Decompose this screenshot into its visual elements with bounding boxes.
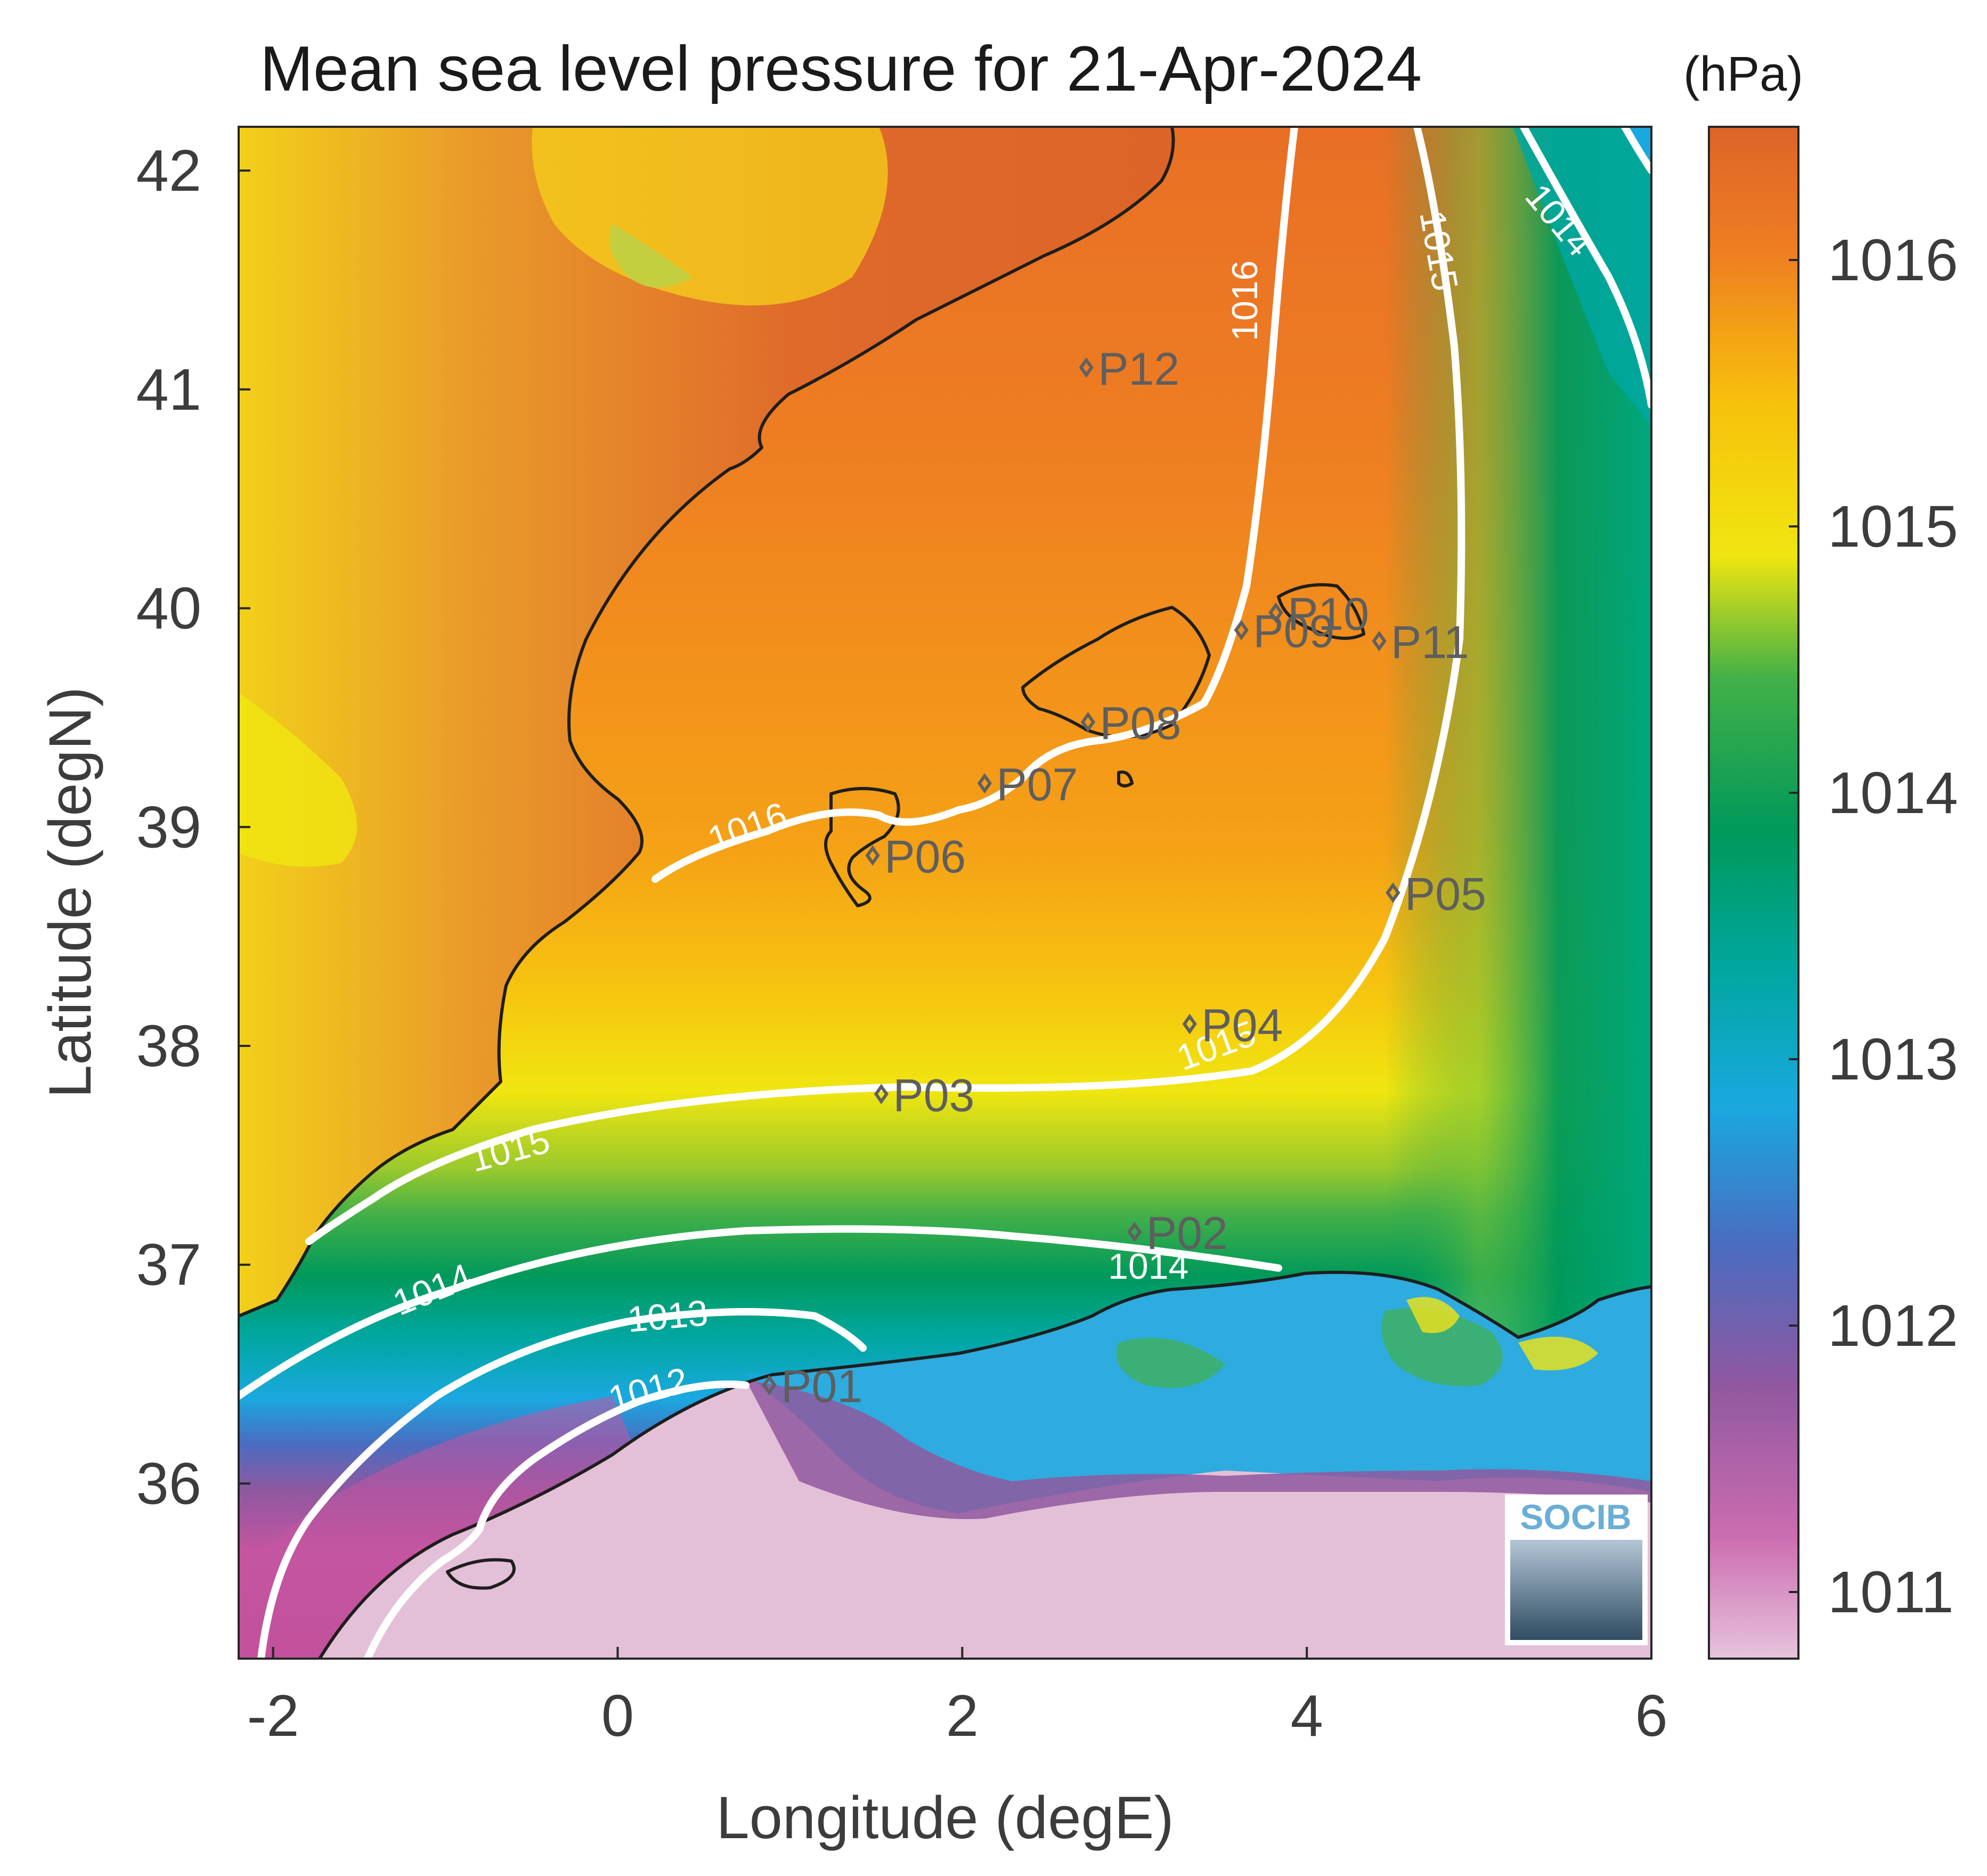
iberia-land — [239, 127, 1174, 1316]
contour-1014-south — [239, 1225, 1282, 1400]
africa-coastline — [318, 1271, 1651, 1659]
colorbar-tick-label: 1013 — [1828, 1027, 1958, 1092]
africa-green-patches — [1116, 1308, 1503, 1388]
mallorca-island — [1021, 606, 1211, 738]
x-tick-label: -2 — [247, 1683, 299, 1749]
socib-logo-gradient — [1510, 1540, 1642, 1640]
station-label: P12 — [1098, 344, 1179, 395]
colorbar-unit: (hPa) — [1683, 47, 1803, 101]
station-p02: P02 — [1127, 1208, 1228, 1259]
colorbar-tick-label: 1012 — [1828, 1293, 1958, 1359]
station-label: P04 — [1201, 1000, 1283, 1051]
socib-logo: SOCIB — [1505, 1495, 1648, 1645]
station-marker — [865, 845, 880, 866]
y-tick-label: 37 — [136, 1232, 201, 1298]
station-label: P10 — [1288, 589, 1369, 640]
station-p07: P07 — [977, 759, 1078, 810]
contour-label-1016-north: 1016 — [1225, 261, 1265, 341]
y-tick-label: 38 — [136, 1013, 201, 1079]
map-frame — [238, 126, 1652, 1660]
station-label: P01 — [781, 1361, 862, 1412]
colorbar-tick-label: 1011 — [1828, 1560, 1954, 1625]
y-tick-label: 40 — [136, 576, 201, 641]
station-marker — [762, 1375, 777, 1395]
station-marker — [874, 1084, 889, 1105]
contour-1012 — [364, 1380, 750, 1659]
iberia-coastline — [239, 127, 1175, 1318]
station-marker — [1234, 620, 1249, 640]
station-label: P11 — [1391, 617, 1469, 668]
station-marker — [1182, 1013, 1197, 1035]
station-p11: P11 — [1372, 617, 1469, 668]
southwest-pink-low — [239, 1396, 666, 1659]
station-marker — [1079, 357, 1094, 378]
menorca-island — [1277, 583, 1365, 640]
station-p01: P01 — [762, 1361, 862, 1412]
station-p04: P04 — [1182, 1000, 1283, 1051]
contour-1013 — [257, 1308, 867, 1659]
station-label: P09 — [1253, 606, 1334, 657]
socib-logo-text: SOCIB — [1520, 1497, 1631, 1537]
station-marker — [1127, 1221, 1142, 1242]
y-axis: 36 37 38 39 40 41 42 — [136, 138, 250, 1516]
x-axis-label: Longitude (degE) — [716, 1784, 1174, 1851]
station-p08: P08 — [1080, 698, 1181, 749]
x-tick-label: 4 — [1291, 1683, 1323, 1749]
contour-1016 — [652, 127, 1298, 883]
station-label: P03 — [893, 1070, 974, 1121]
station-p05: P05 — [1386, 869, 1486, 920]
station-label: P06 — [884, 832, 966, 883]
contour-label-1013: 1013 — [626, 1293, 710, 1340]
contour-1015 — [305, 127, 1465, 1245]
contour-1014-northeast-tip — [1621, 127, 1651, 174]
contour-label-1014-south: 1014 — [1108, 1246, 1188, 1287]
map-panel: 1016 1016 1015 1015 1015 1014 1014 1014 … — [239, 127, 1651, 1659]
station-marker — [1080, 711, 1096, 733]
station-label: P08 — [1100, 698, 1181, 749]
x-tick-label: 6 — [1635, 1683, 1667, 1749]
northeast-teal-corner — [1513, 127, 1651, 426]
x-axis: -2 0 2 4 6 — [247, 1647, 1668, 1749]
map-title: Mean sea level pressure for 21-Apr-2024 — [260, 33, 1422, 104]
alboran-island-outline — [446, 1558, 516, 1590]
ibiza-island — [824, 787, 900, 907]
africa-yellow-highlands — [1406, 1297, 1598, 1370]
y-tick-label: 39 — [136, 794, 201, 860]
station-p09: P09 — [1234, 606, 1334, 657]
y-axis-label: Latitude (degN) — [37, 687, 103, 1098]
station-label: P02 — [1146, 1208, 1228, 1259]
station-marker — [1268, 602, 1283, 623]
colorbar-ticks: 1011 1012 1013 1014 1015 1016 — [1789, 228, 1958, 1625]
station-p12: P12 — [1079, 344, 1179, 395]
station-label: P05 — [1405, 869, 1486, 920]
station-marker — [1372, 631, 1387, 652]
station-p10: P10 — [1268, 589, 1369, 640]
station-marker — [977, 773, 992, 794]
y-tick-label: 41 — [136, 357, 201, 423]
contour-1014-northeast — [1520, 127, 1651, 409]
y-tick-label: 42 — [136, 138, 201, 204]
iberia-west-yellow — [239, 693, 357, 867]
y-tick-label: 36 — [136, 1451, 201, 1516]
station-marker — [1386, 882, 1400, 903]
africa-coastal-purple-band — [746, 1380, 1651, 1520]
colorbar-tick-label: 1016 — [1828, 228, 1958, 293]
iberia-plateau-green — [609, 224, 693, 288]
colorbar-gradient — [1708, 126, 1799, 1660]
colorbar-tick-label: 1015 — [1828, 494, 1958, 559]
cabrera-island — [1117, 770, 1134, 787]
station-label: P07 — [996, 759, 1078, 810]
colorbar-tick-label: 1014 — [1828, 760, 1958, 826]
station-p06: P06 — [865, 832, 966, 883]
station-p03: P03 — [874, 1070, 974, 1121]
x-tick-label: 2 — [946, 1683, 979, 1749]
x-tick-label: 0 — [601, 1683, 634, 1749]
